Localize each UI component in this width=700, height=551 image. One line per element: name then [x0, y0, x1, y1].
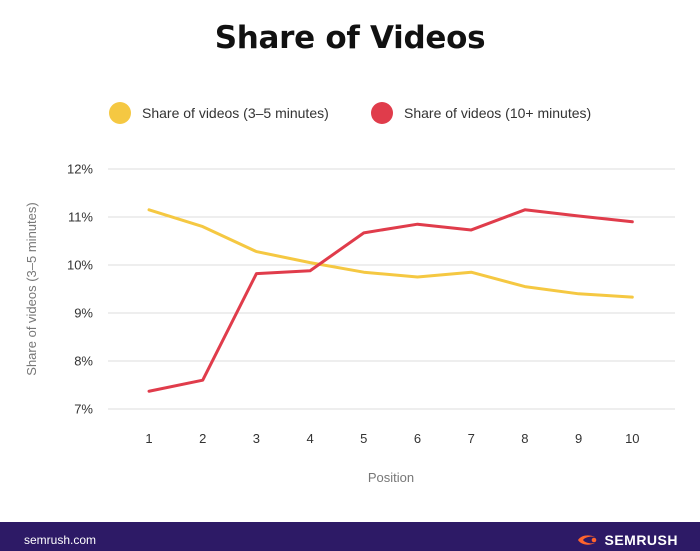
- y-axis-ticks: 7% 8% 9% 10% 11% 12%: [67, 162, 93, 417]
- legend-label-10-plus: Share of videos (10+ minutes): [404, 105, 592, 121]
- x-axis-label: Position: [368, 470, 414, 485]
- x-tick-label: 8: [521, 431, 528, 446]
- x-tick-label: 10: [625, 431, 639, 446]
- y-tick-label: 9%: [74, 306, 93, 321]
- brand-logo: SEMRUSH: [577, 532, 678, 548]
- y-tick-label: 12%: [67, 162, 93, 177]
- x-tick-label: 2: [199, 431, 206, 446]
- y-tick-label: 11%: [68, 210, 93, 225]
- chart-title: Share of Videos: [214, 20, 486, 56]
- series-line-3-5-minutes: [147, 208, 634, 299]
- x-tick-label: 9: [575, 431, 582, 446]
- x-tick-label: 4: [306, 431, 313, 446]
- legend-item-3-5: Share of videos (3–5 minutes): [109, 98, 329, 128]
- line-chart: 7% 8% 9% 10% 11% 12% 1 2 3 4 5 6 7 8 9 10 Position Sha…: [24, 162, 675, 485]
- footer-site-link[interactable]: semrush.com: [24, 533, 97, 547]
- legend-marker-3-5: [109, 102, 131, 124]
- x-axis-ticks: 1 2 3 4 5 6 7 8 9 10: [145, 431, 639, 446]
- legend-item-10-plus: Share of videos (10+ minutes): [371, 98, 591, 128]
- legend: Share of videos (3–5 minutes) Share of v…: [0, 98, 700, 128]
- brand-name: SEMRUSH: [604, 532, 678, 548]
- legend-label-3-5: Share of videos (3–5 minutes): [142, 105, 329, 121]
- y-tick-label: 8%: [74, 354, 93, 369]
- x-tick-label: 1: [145, 431, 152, 446]
- x-tick-label: 6: [414, 431, 421, 446]
- series-lines: [147, 208, 634, 393]
- footer-bar: semrush.com SEMRUSH: [0, 522, 700, 551]
- series-line-10-plus-minutes: [147, 208, 634, 393]
- legend-marker-10-plus: [371, 102, 393, 124]
- x-tick-label: 7: [468, 431, 475, 446]
- y-tick-label: 7%: [74, 402, 93, 417]
- y-tick-label: 10%: [67, 258, 93, 273]
- x-tick-label: 3: [253, 431, 260, 446]
- grid: [108, 168, 675, 410]
- y-axis-label: Share of videos (3–5 minutes): [24, 202, 39, 375]
- semrush-flame-icon: [578, 535, 597, 545]
- x-tick-label: 5: [360, 431, 367, 446]
